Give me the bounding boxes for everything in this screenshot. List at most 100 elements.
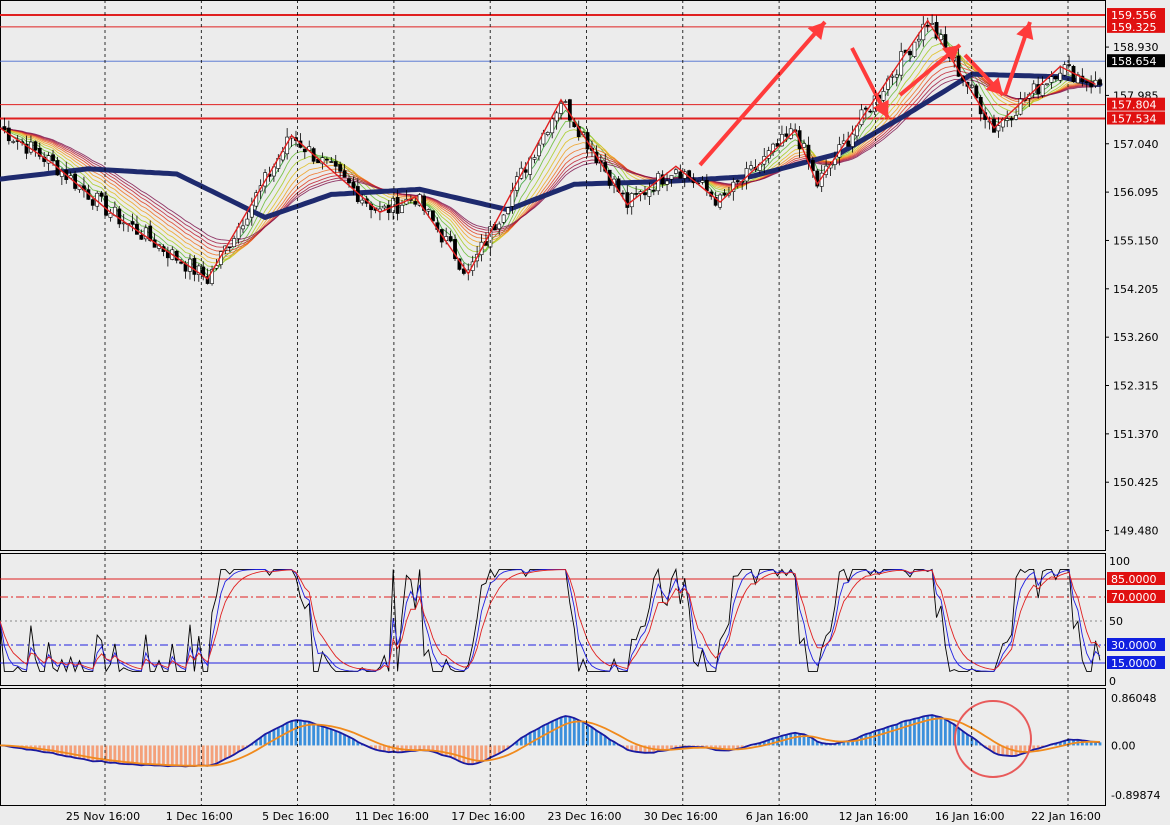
- stochastic-level-label: 85.0000: [1111, 573, 1157, 586]
- candle-body: [894, 74, 899, 78]
- macd-histogram-bar: [860, 735, 863, 746]
- candle-body: [448, 236, 453, 242]
- macd-histogram-bar: [1085, 740, 1089, 746]
- macd-histogram-bar: [382, 745, 386, 752]
- x-tick-label: 11 Dec 16:00: [355, 810, 429, 823]
- stochastic-level-badge: [1107, 638, 1165, 651]
- macd-histogram-bar: [237, 745, 240, 752]
- macd-histogram-bar: [73, 745, 77, 758]
- macd-histogram-bar: [206, 745, 210, 766]
- price-badge-label: 158.654: [1111, 55, 1157, 68]
- stochastic-y-tick-label: 50: [1109, 615, 1123, 628]
- candle-body: [1084, 81, 1089, 84]
- macd-histogram-bar: [484, 745, 488, 761]
- macd-histogram-bar: [197, 745, 201, 766]
- macd-histogram-bar: [634, 745, 638, 752]
- macd-histogram-bar: [877, 729, 881, 746]
- macd-histogram-bar: [771, 738, 775, 746]
- stochastic-level-label: 30.0000: [1111, 639, 1157, 652]
- macd-histogram-bar: [201, 745, 205, 766]
- macd-histogram-bar: [435, 745, 439, 754]
- stochastic-y-tick-label: 100: [1109, 555, 1130, 568]
- macd-histogram-bar: [603, 736, 607, 746]
- price-badge: [1107, 19, 1165, 33]
- trend-arrow-up: [698, 20, 827, 167]
- macd-histogram-bar: [807, 736, 810, 746]
- macd-histogram-bar: [418, 745, 422, 750]
- trend-arrow-down-head: [872, 99, 889, 118]
- macd-histogram-bar: [268, 732, 271, 746]
- price-badge-label: 157.804: [1111, 99, 1157, 112]
- price-frame: [0, 0, 1106, 551]
- trend-arrow-up-shaft: [698, 20, 827, 167]
- macd-histogram-bar: [170, 745, 174, 766]
- candle-body: [196, 265, 201, 275]
- candle-body: [810, 160, 815, 172]
- y-tick-label: 154.205: [1113, 283, 1159, 296]
- candle-body: [227, 246, 232, 249]
- macd-histogram-bar: [91, 745, 95, 762]
- macd-histogram-bar: [86, 745, 90, 761]
- candle-body: [117, 208, 122, 225]
- price-badge: [1107, 97, 1165, 111]
- macd-histogram-bar: [475, 745, 479, 764]
- candle-body: [104, 195, 108, 216]
- macd-histogram-bar: [223, 745, 227, 759]
- macd-histogram-bar: [528, 732, 532, 746]
- y-tick-label: 156.095: [1113, 186, 1159, 199]
- ma-ribbon-line: [0, 49, 1101, 264]
- macd-histogram-bar: [78, 745, 81, 759]
- macd-y-tick-label: -0.89874: [1111, 789, 1160, 802]
- macd-histogram-bar: [846, 741, 850, 746]
- candle-body: [868, 110, 873, 113]
- candle-body: [338, 164, 343, 172]
- stochastic-level-badge: [1107, 590, 1165, 603]
- macd-histogram-bar: [815, 741, 819, 746]
- macd-histogram-bar: [215, 745, 218, 764]
- price-badge-label: 157.534: [1111, 112, 1157, 125]
- candle-body: [1031, 83, 1036, 94]
- candle-body: [453, 239, 457, 260]
- price-badge: [1107, 111, 1165, 125]
- y-tick-label: 155.150: [1113, 234, 1159, 247]
- macd-histogram-bar: [568, 716, 572, 746]
- macd-histogram-bar: [533, 730, 536, 746]
- macd-histogram-bar: [705, 745, 709, 748]
- candle-body: [245, 218, 250, 226]
- macd-histogram-bar: [144, 745, 148, 765]
- candle-body: [1049, 76, 1054, 83]
- macd-histogram-bar: [294, 720, 298, 746]
- candle-body: [210, 269, 214, 284]
- macd-histogram-bar: [334, 730, 338, 746]
- macd-histogram-bar: [325, 727, 329, 746]
- macd-histogram-bar: [188, 745, 192, 766]
- macd-histogram-bar: [453, 745, 457, 760]
- x-tick-label: 1 Dec 16:00: [166, 810, 233, 823]
- candle-body: [24, 143, 29, 154]
- x-tick-label: 22 Jan 16:00: [1031, 810, 1101, 823]
- macd-histogram-bar: [678, 745, 682, 748]
- x-tick-label: 23 Dec 16:00: [548, 810, 622, 823]
- macd-histogram-bar: [988, 745, 991, 750]
- macd-histogram-bar: [387, 745, 391, 753]
- candle-body: [90, 199, 95, 206]
- y-tick-label: 157.040: [1113, 138, 1159, 151]
- macd-histogram-bar: [135, 745, 139, 765]
- macd-histogram-bar: [263, 734, 267, 746]
- macd-histogram-bar: [661, 745, 665, 751]
- macd-histogram-bar: [802, 734, 806, 746]
- candle-body: [620, 192, 625, 195]
- macd-histogram-bar: [104, 745, 108, 763]
- candle-body: [148, 225, 153, 241]
- macd-histogram-bar: [259, 737, 263, 746]
- candle-body: [908, 50, 912, 56]
- candle-body: [347, 178, 351, 184]
- candle-body: [780, 134, 784, 147]
- macd-histogram-bar: [519, 737, 523, 746]
- macd-histogram-bar: [957, 727, 961, 746]
- macd-histogram-bar: [60, 745, 64, 756]
- candle-body: [939, 34, 943, 41]
- candle-body: [413, 201, 418, 205]
- macd-panel: 0.86048 0.00 -0.89874: [0, 688, 1160, 806]
